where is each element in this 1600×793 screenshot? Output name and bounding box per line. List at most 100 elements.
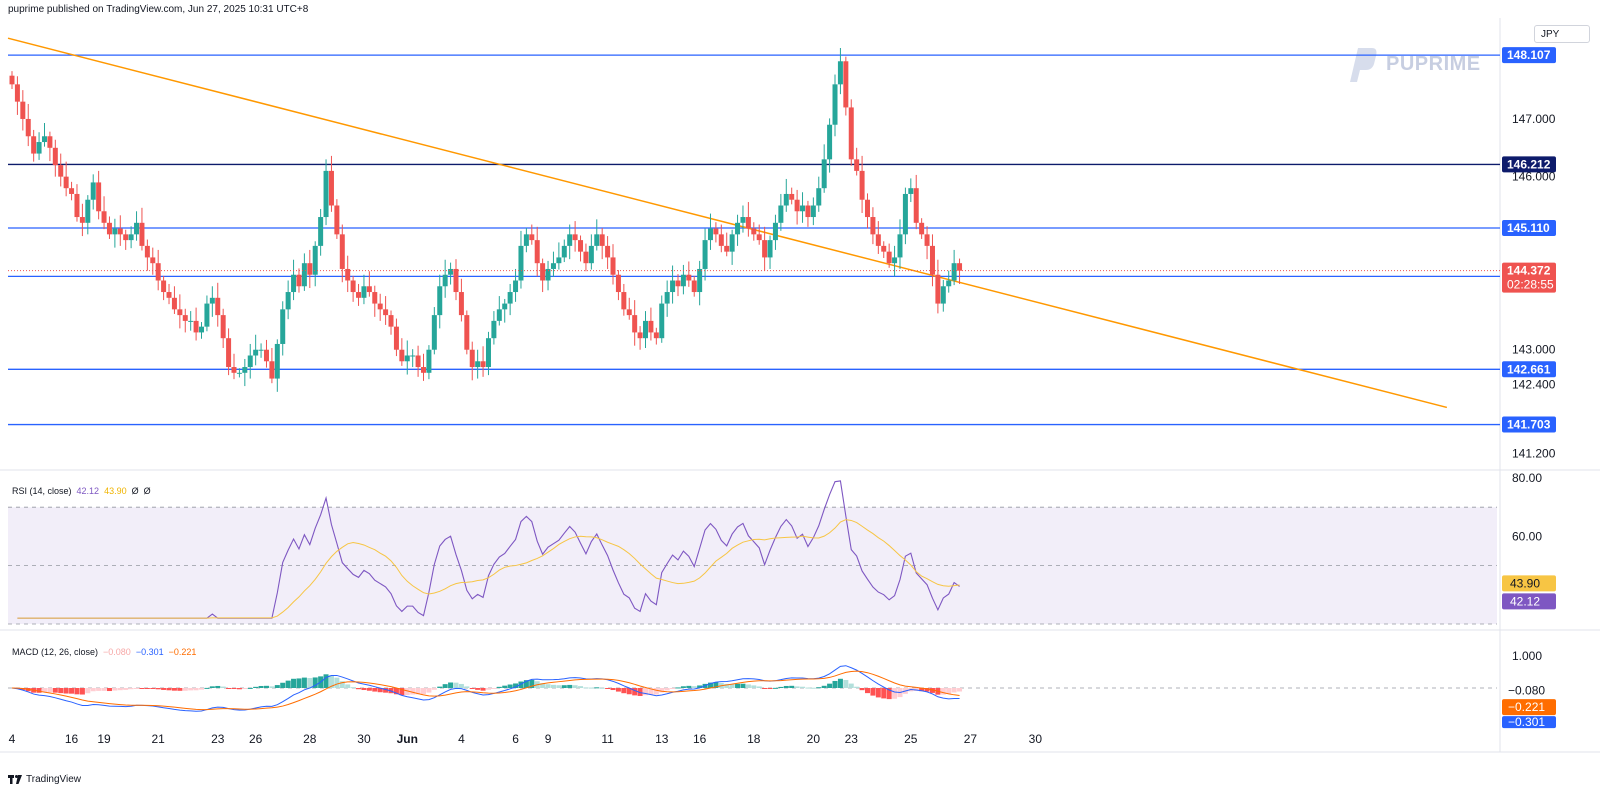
macd-histogram-bar [664, 688, 670, 691]
candle-body [182, 315, 188, 321]
rsi-legend-value-3: Ø [131, 486, 139, 496]
time-axis-label: 4 [458, 732, 465, 746]
macd-histogram-bar [79, 688, 85, 695]
candle-body [534, 240, 540, 264]
candle-body [209, 297, 215, 304]
horizontal-level-label: 145.110 [1507, 221, 1550, 235]
candle-body [79, 217, 85, 223]
candle-body [913, 188, 919, 223]
tradingview-logo-icon [8, 775, 22, 784]
macd-histogram-bar [848, 683, 854, 688]
macd-histogram-bar [892, 688, 898, 699]
macd-histogram-bar [41, 688, 47, 693]
macd-histogram-bar [854, 686, 860, 688]
candle-body [897, 234, 903, 258]
candle-body [680, 274, 686, 287]
candle-body [291, 274, 297, 293]
horizontal-level-label: 142.661 [1507, 362, 1551, 376]
candle-body [399, 349, 405, 362]
price-axis-tick: 142.400 [1512, 377, 1556, 391]
rsi-ma-badge-label: 43.90 [1510, 576, 1540, 590]
macd-histogram-bar [339, 681, 345, 688]
macd-histogram-bar [291, 678, 297, 688]
macd-histogram-bar [886, 688, 892, 700]
candle-body [226, 338, 232, 368]
candle-body [247, 355, 253, 368]
macd-histogram-bar [800, 686, 806, 688]
candle-body [946, 280, 952, 287]
candle-body [859, 170, 865, 200]
candle-body [263, 349, 269, 362]
macd-histogram-bar [253, 686, 259, 688]
candle-body [236, 372, 242, 374]
macd-histogram-bar [437, 686, 443, 688]
candle-body [561, 245, 567, 258]
candle-body [951, 263, 957, 281]
candle-body [929, 245, 935, 275]
candle-body [691, 280, 697, 293]
macd-histogram-bar [442, 684, 448, 688]
candle-body [372, 292, 378, 304]
macd-histogram-bar [594, 687, 600, 689]
macd-histogram-bar [485, 688, 491, 690]
macd-histogram-bar [513, 683, 519, 688]
macd-histogram-bar [691, 686, 697, 688]
time-axis-label: 13 [655, 732, 669, 746]
candle-body [150, 257, 156, 264]
candle-body [215, 297, 221, 316]
candle-body [718, 234, 724, 246]
macd-histogram-bar [426, 688, 432, 693]
time-axis-label: 20 [807, 732, 821, 746]
brand-logo: PUPRIME [1340, 44, 1481, 84]
candle-body [328, 170, 334, 206]
candle-body [767, 240, 773, 258]
macd-histogram-bar [123, 688, 129, 690]
candle-body [902, 193, 908, 235]
candle-body [144, 245, 150, 258]
candle-body [578, 240, 584, 252]
macd-histogram-bar [762, 688, 768, 689]
candle-body [491, 320, 497, 339]
candle-body [648, 320, 654, 333]
macd-histogram-bar [881, 688, 887, 699]
candle-body [670, 280, 676, 293]
currency-selector[interactable]: JPY [1534, 25, 1590, 43]
candle-body [588, 245, 594, 264]
candle-body [762, 240, 768, 258]
candle-body [686, 274, 692, 281]
candle-body [101, 211, 107, 223]
macd-histogram-bar [215, 685, 221, 688]
candle-body [821, 159, 827, 189]
candle-body [615, 274, 621, 293]
macd-histogram-bar [772, 687, 778, 689]
macd-histogram-bar [550, 684, 556, 688]
candle-body [204, 303, 210, 327]
tradingview-logo-text: TradingView [26, 774, 82, 785]
horizontal-level-badge [1502, 156, 1556, 173]
signal-badge [1502, 699, 1556, 716]
candle-body [567, 234, 573, 246]
candle-body [415, 355, 421, 368]
macd-histogram-bar [632, 688, 638, 696]
macd-line-legend-value: −0.301 [135, 647, 164, 657]
candle-body [274, 343, 280, 379]
macd-histogram-bar [588, 687, 594, 689]
macd-histogram-bar [356, 688, 362, 690]
macd-histogram-bar [47, 688, 53, 693]
macd-histogram-bar [864, 688, 870, 694]
candle-body [502, 303, 508, 310]
macd-histogram-bar [431, 688, 437, 690]
rsi-ma-line [17, 519, 960, 619]
candle-body [556, 257, 562, 264]
macd-histogram-bar [751, 685, 757, 688]
time-axis-label: 16 [693, 732, 707, 746]
macd-histogram-bar [843, 680, 849, 688]
candle-body [410, 355, 416, 357]
time-axis-label: 18 [747, 732, 761, 746]
macd-badge-label: −0.301 [1508, 715, 1545, 729]
macd-histogram-bar [90, 688, 96, 692]
macd-histogram-bar [707, 682, 713, 688]
macd-histogram-bar [52, 688, 58, 693]
macd-histogram-bar [404, 688, 410, 696]
